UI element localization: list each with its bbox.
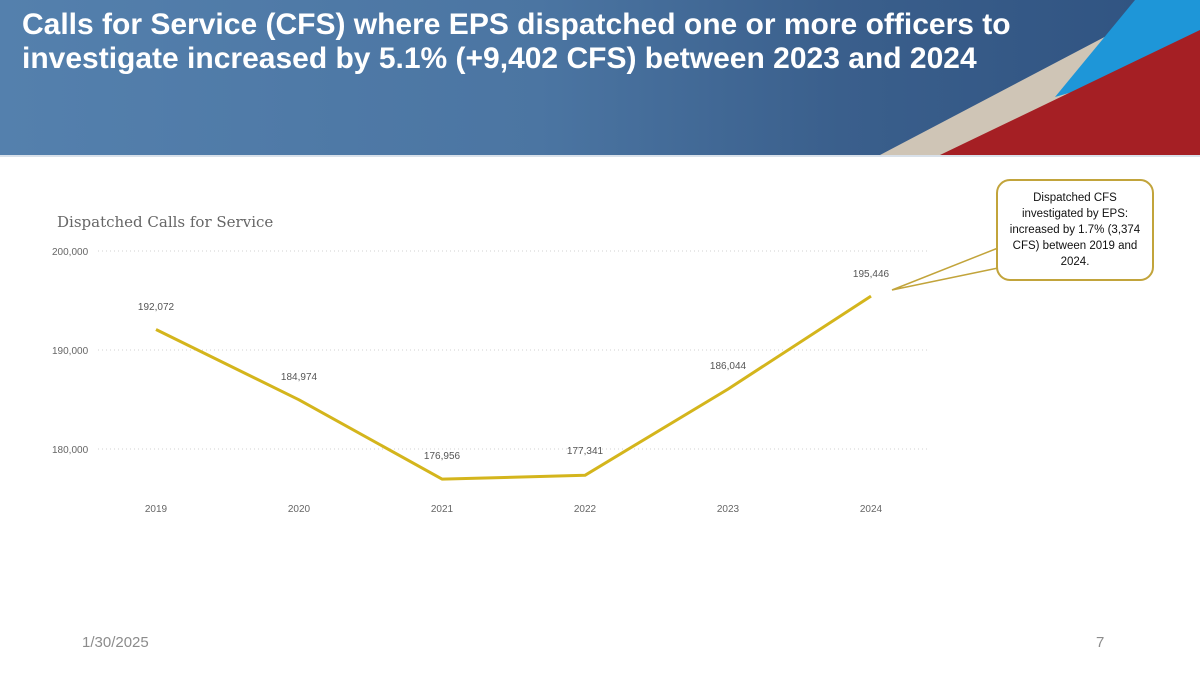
light-blue-stripe (1055, 0, 1200, 97)
callout-pointer (891, 246, 999, 291)
data-labels: 192,072 184,974 176,956 177,341 186,044 … (138, 269, 890, 462)
x-tick-label: 2019 (145, 504, 168, 515)
y-tick-label: 200,000 (52, 247, 89, 258)
y-tick-label: 190,000 (52, 346, 89, 357)
data-label: 195,446 (853, 269, 890, 280)
y-axis: 200,000 190,000 180,000 (52, 247, 89, 456)
data-label: 177,341 (567, 446, 604, 457)
data-line (155, 294, 872, 481)
data-label: 186,044 (710, 361, 747, 372)
callout-box: Dispatched CFS investigated by EPS: incr… (996, 179, 1154, 281)
data-label: 184,974 (281, 372, 318, 383)
callout-text: Dispatched CFS investigated by EPS: incr… (1009, 192, 1141, 268)
slide-title: Calls for Service (CFS) where EPS dispat… (22, 8, 1011, 75)
slide-date: 1/30/2025 (82, 634, 149, 651)
x-tick-label: 2022 (574, 504, 597, 515)
x-tick-label: 2024 (860, 504, 883, 515)
chart-title: Dispatched Calls for Service (57, 213, 274, 231)
x-tick-label: 2021 (431, 504, 454, 515)
slide-page-number: 7 (1096, 634, 1105, 651)
red-stripe (940, 30, 1200, 155)
x-tick-label: 2020 (288, 504, 311, 515)
y-tick-label: 180,000 (52, 445, 89, 456)
gridlines (98, 250, 928, 450)
header-divider (0, 155, 1200, 157)
x-tick-label: 2023 (717, 504, 740, 515)
x-axis: 2019 2020 2021 2022 2023 2024 (145, 504, 883, 515)
header-decoration (880, 0, 1200, 155)
slide-header: Calls for Service (CFS) where EPS dispat… (0, 0, 1200, 155)
data-label: 176,956 (424, 451, 461, 462)
data-label: 192,072 (138, 302, 175, 313)
